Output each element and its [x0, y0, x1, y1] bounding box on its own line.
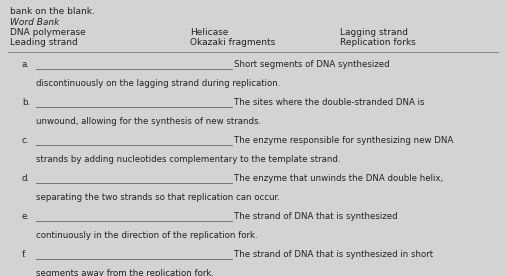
Text: Replication forks: Replication forks: [339, 38, 415, 47]
Text: DNA polymerase: DNA polymerase: [10, 28, 85, 37]
Text: a.: a.: [22, 60, 30, 69]
Text: continuously in the direction of the replication fork.: continuously in the direction of the rep…: [36, 231, 257, 240]
Text: separating the two strands so that replication can occur.: separating the two strands so that repli…: [36, 193, 279, 202]
Text: The enzyme responsible for synthesizing new DNA: The enzyme responsible for synthesizing …: [233, 136, 452, 145]
Text: f.: f.: [22, 250, 27, 259]
Text: d.: d.: [22, 174, 30, 183]
Text: bank on the blank.: bank on the blank.: [10, 7, 95, 16]
Text: The sites where the double-stranded DNA is: The sites where the double-stranded DNA …: [233, 98, 424, 107]
Text: Word Bank: Word Bank: [10, 18, 59, 27]
Text: c.: c.: [22, 136, 29, 145]
Text: b.: b.: [22, 98, 30, 107]
Text: Leading strand: Leading strand: [10, 38, 78, 47]
Text: segments away from the replication fork.: segments away from the replication fork.: [36, 269, 214, 276]
Text: The enzyme that unwinds the DNA double helix,: The enzyme that unwinds the DNA double h…: [233, 174, 442, 183]
Text: discontinuously on the lagging strand during replication.: discontinuously on the lagging strand du…: [36, 79, 280, 88]
Text: e.: e.: [22, 212, 30, 221]
Text: Lagging strand: Lagging strand: [339, 28, 407, 37]
Text: Okazaki fragments: Okazaki fragments: [189, 38, 275, 47]
Text: Short segments of DNA synthesized: Short segments of DNA synthesized: [233, 60, 389, 69]
Text: unwound, allowing for the synthesis of new strands.: unwound, allowing for the synthesis of n…: [36, 117, 261, 126]
Text: The strand of DNA that is synthesized: The strand of DNA that is synthesized: [233, 212, 397, 221]
Text: The strand of DNA that is synthesized in short: The strand of DNA that is synthesized in…: [233, 250, 432, 259]
Text: strands by adding nucleotides complementary to the template strand.: strands by adding nucleotides complement…: [36, 155, 340, 164]
Text: Helicase: Helicase: [189, 28, 228, 37]
